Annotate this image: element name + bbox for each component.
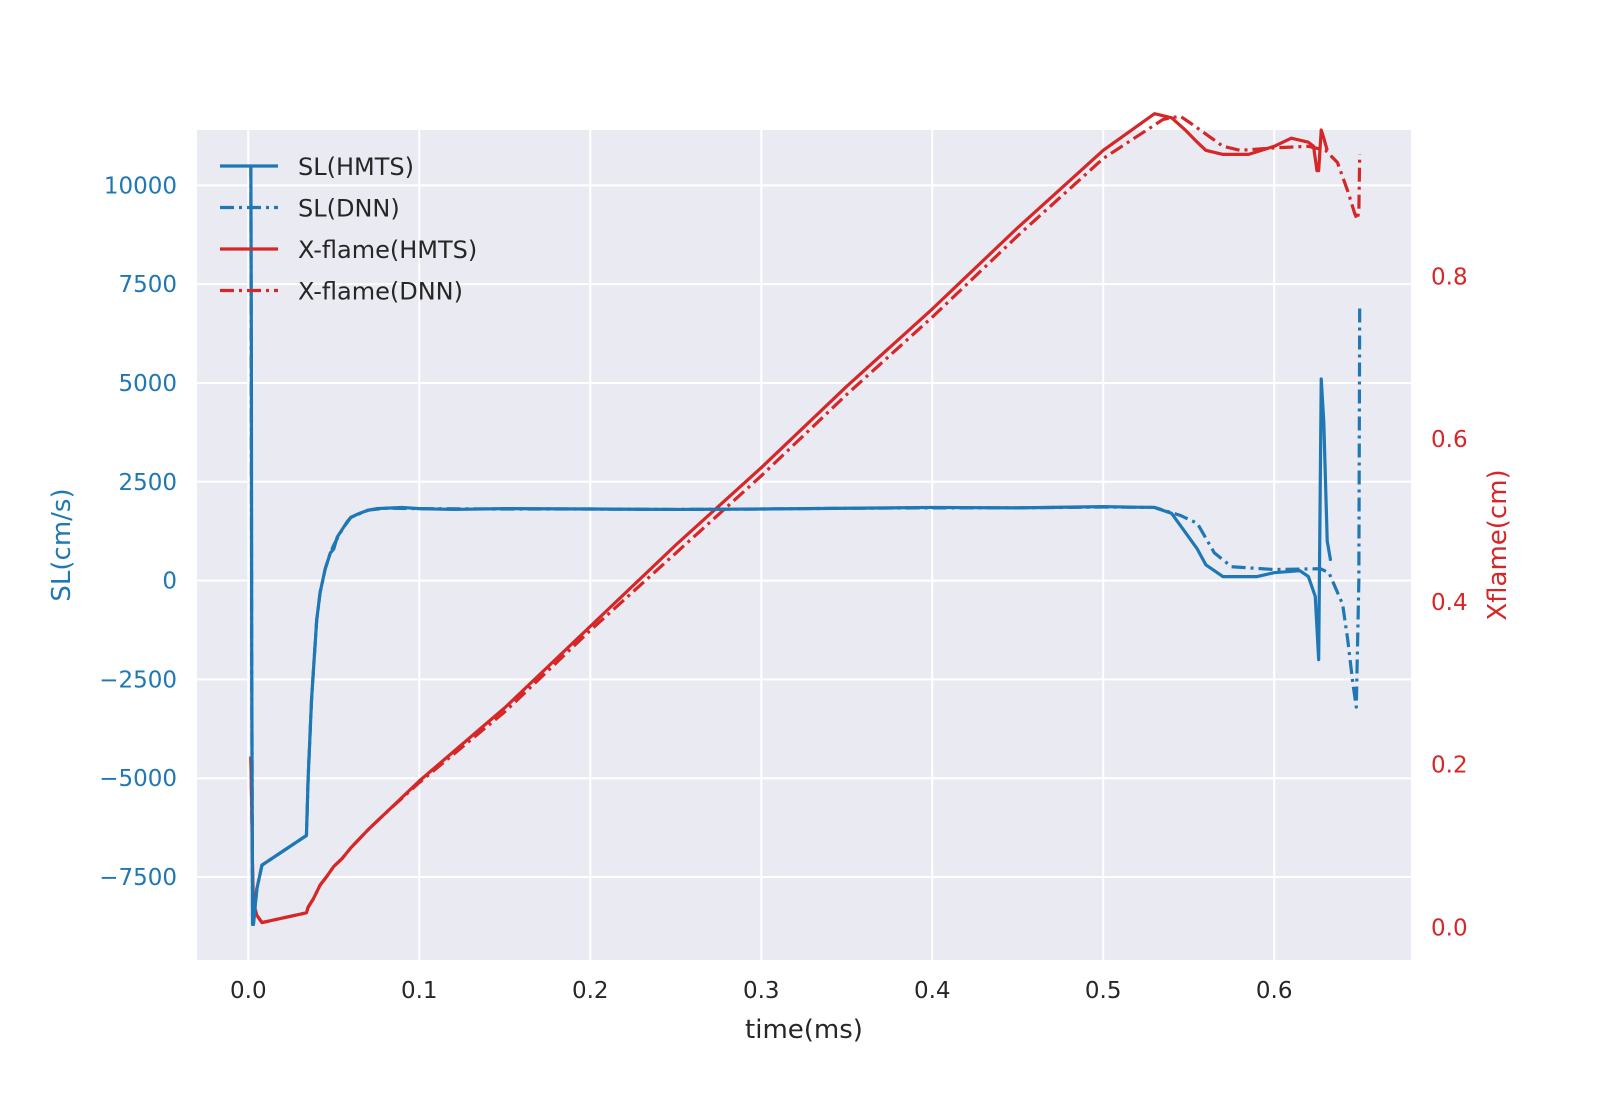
y-right-tick-label: 0.8: [1431, 264, 1468, 290]
x-tick-label: 0.4: [914, 978, 951, 1004]
y-left-tick-label: 0: [162, 569, 177, 595]
y-left-tick-label: 7500: [118, 272, 177, 298]
y-right-tick-label: 0.2: [1431, 753, 1468, 779]
series-line-sl-dnn: [249, 165, 1362, 927]
series-layer: [249, 112, 1362, 927]
y-right-axis-label: Xflame(cm): [1483, 469, 1513, 620]
y-left-axis-ticks: 10000 7500 5000 2500 0 −2500 −5000 −7500: [99, 173, 177, 891]
x-axis-ticks: 0.0 0.1 0.2 0.3 0.4 0.5 0.6: [230, 978, 1292, 1004]
x-tick-label: 0.2: [572, 978, 609, 1004]
legend-label: X-flame(DNN): [298, 278, 463, 306]
x-tick-label: 0.5: [1085, 978, 1122, 1004]
y-left-tick-label: 2500: [118, 470, 177, 496]
x-tick-label: 0.6: [1256, 978, 1293, 1004]
grid: [197, 130, 1411, 960]
y-left-tick-label: 5000: [118, 371, 177, 397]
x-tick-label: 0.0: [230, 978, 267, 1004]
y-left-axis-label: SL(cm/s): [47, 488, 77, 601]
legend-label: SL(HMTS): [298, 153, 414, 181]
y-left-tick-label: −7500: [99, 865, 177, 891]
legend-label: X-flame(HMTS): [298, 236, 477, 264]
legend-label: SL(DNN): [298, 195, 400, 223]
plot-background: [197, 130, 1411, 960]
x-axis-label: time(ms): [745, 1015, 863, 1045]
y-left-tick-label: −2500: [99, 667, 177, 693]
x-tick-label: 0.3: [743, 978, 780, 1004]
legend: SL(HMTS) SL(DNN) X-flame(HMTS) X-flame(DNN): [220, 153, 477, 306]
y-right-axis-ticks: 0.0 0.2 0.4 0.6 0.8: [1431, 264, 1468, 941]
y-left-tick-label: 10000: [104, 173, 177, 199]
x-tick-label: 0.1: [401, 978, 438, 1004]
series-line-x-flame-hmts: [249, 112, 1329, 925]
y-right-tick-label: 0.4: [1431, 590, 1468, 616]
y-right-tick-label: 0.6: [1431, 427, 1468, 453]
y-right-tick-label: 0.0: [1431, 915, 1468, 941]
y-left-tick-label: −5000: [99, 766, 177, 792]
